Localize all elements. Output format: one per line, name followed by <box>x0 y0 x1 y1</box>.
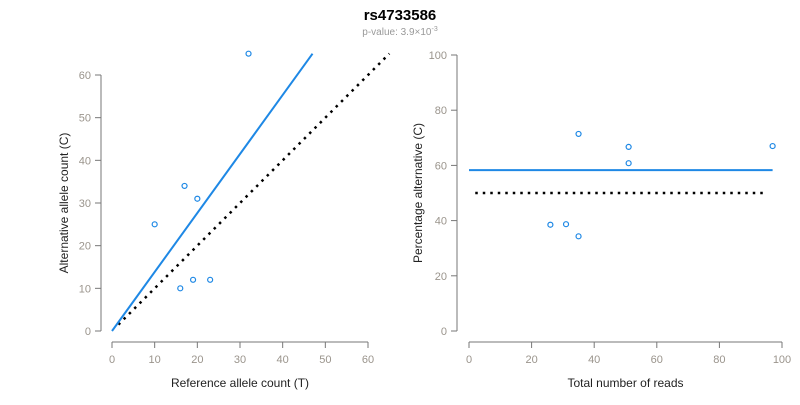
y-tick-label: 60 <box>79 70 91 82</box>
x-tick-label: 0 <box>466 354 472 366</box>
data-point <box>189 276 197 283</box>
y-tick-label: 60 <box>435 160 447 172</box>
y-tick-label: 20 <box>435 271 447 283</box>
y-tick-label: 100 <box>429 50 447 62</box>
x-tick-label: 20 <box>525 354 537 366</box>
y-axis-label: Alternative allele count (C) <box>57 133 71 274</box>
y-tick-label: 50 <box>79 113 91 125</box>
y-tick-label: 0 <box>85 326 91 338</box>
x-tick-label: 20 <box>191 354 203 366</box>
y-tick-label: 40 <box>79 155 91 167</box>
data-point <box>194 195 201 202</box>
data-point <box>177 285 184 292</box>
y-tick-label: 20 <box>79 241 91 253</box>
x-axis-label: Total number of reads <box>567 376 683 390</box>
data-point <box>625 143 632 151</box>
x-axis-label: Reference allele count (T) <box>171 376 309 390</box>
x-tick-label: 0 <box>109 354 115 366</box>
x-tick-label: 30 <box>234 354 246 366</box>
data-point <box>769 142 776 150</box>
percentage-plot: 0 20 40 60 80 100 0 20 40 60 80 100 Total number of … <box>411 50 791 390</box>
chart-title: rs4733586 <box>364 7 437 24</box>
x-tick-label: 60 <box>362 354 374 366</box>
pvalue-exponent: -3 <box>431 26 437 33</box>
reference-line <box>117 52 391 326</box>
x-tick-label: 60 <box>651 354 663 366</box>
y-tick-label: 30 <box>79 198 91 210</box>
data-point <box>625 160 632 167</box>
fit-line <box>111 53 314 332</box>
data-point <box>562 221 570 228</box>
x-tick-label: 50 <box>319 354 331 366</box>
data-point <box>245 50 252 57</box>
y-tick-label: 0 <box>441 326 447 338</box>
x-tick-label: 10 <box>149 354 161 366</box>
data-point <box>181 182 188 190</box>
data-point <box>547 221 554 228</box>
y-tick-label: 10 <box>79 283 91 295</box>
x-tick-label: 40 <box>277 354 289 366</box>
data-point <box>575 233 582 240</box>
y-tick-label: 80 <box>435 105 447 117</box>
y-axis-label: Percentage alternative (C) <box>411 123 425 263</box>
chart-subtitle: p-value: 3.9×10-3 <box>362 26 438 38</box>
pvalue-text: p-value: 3.9×10 <box>362 27 432 38</box>
allele-count-plot: 0 10 20 30 40 50 60 0 10 20 30 40 50 60 Reference alle… <box>57 50 391 390</box>
x-tick-label: 40 <box>588 354 600 366</box>
x-tick-label: 100 <box>773 354 791 366</box>
data-point <box>207 276 214 283</box>
data-point <box>151 221 158 228</box>
y-tick-label: 40 <box>435 216 447 228</box>
data-point <box>575 130 582 138</box>
x-tick-label: 80 <box>713 354 725 366</box>
